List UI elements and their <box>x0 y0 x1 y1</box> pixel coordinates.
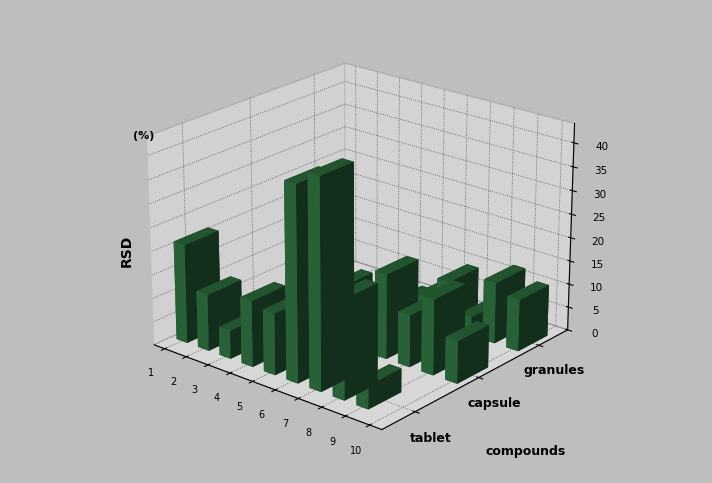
Text: compounds: compounds <box>486 445 566 458</box>
Text: RSD: RSD <box>120 235 134 267</box>
Text: (%): (%) <box>133 131 155 142</box>
